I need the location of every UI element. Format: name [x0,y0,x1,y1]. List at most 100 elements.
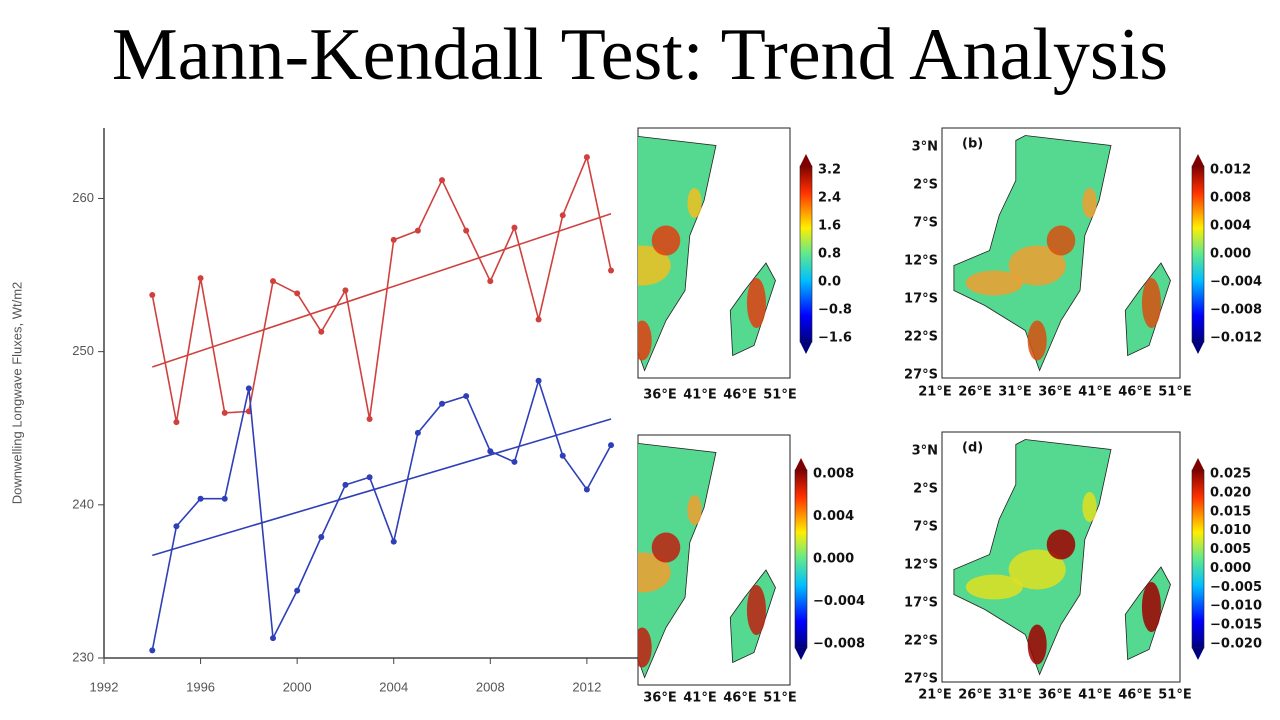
lon-tick: 46°E [723,691,756,706]
data-point [294,587,301,594]
colorbar-tick: 0.004 [1210,219,1251,234]
lon-tick: 36°E [1038,688,1071,703]
data-point [463,393,470,400]
colorbar-tick: 0.015 [1210,504,1251,519]
lat-tick: 27°S [904,368,938,383]
map-panels: 3.2 2.4 1.6 0.8 0.0 −0.8 −1.6 36°E 41°E 46°E 51°E 0… [637,127,1262,706]
colorbar-tick: 0.0 [818,275,841,290]
data-point [197,495,204,502]
data-point [439,177,446,184]
y-tick-label: 250 [72,343,94,358]
lat-tick: 17°S [904,596,938,611]
colorbar-cap [795,648,807,660]
lon-tick: 51°E [1158,688,1191,703]
lat-tick: 12°S [904,558,938,573]
colorbar-tick: 0.012 [1210,163,1251,178]
lon-tick: 26°E [958,385,991,400]
hotspot [687,495,702,525]
lon-tick: 31°E [998,385,1031,400]
colorbar-tick: −0.004 [1210,275,1262,290]
data-point [221,495,228,502]
colorbar-tick: 0.005 [1210,542,1251,557]
data-point [608,267,615,274]
hotspot [1008,549,1066,590]
data-point [366,474,373,481]
lon-tick: 21°E [918,385,951,400]
data-point [487,278,494,285]
data-point [511,224,518,231]
x-tick-label: 2012 [572,679,601,694]
hotspot [746,278,766,328]
colorbar-tick: −0.012 [1210,331,1262,346]
lon-tick: 51°E [1158,385,1191,400]
data-point [535,377,542,384]
colorbar-cap [795,458,807,470]
lat-tick: 7°S [913,520,938,535]
colorbar-tick: 0.008 [813,467,854,482]
map-body [953,439,1171,676]
colorbar [799,165,813,343]
data-point [487,448,494,455]
hotspot [1141,278,1161,328]
colorbar-tick: 0.000 [1210,561,1251,576]
lon-tick: 36°E [1038,385,1071,400]
y-tick-label: 260 [72,190,94,205]
data-point [318,533,325,540]
data-point [559,452,566,459]
data-point [583,486,590,493]
data-point [318,328,325,335]
data-point [197,275,204,282]
hotspot [1046,225,1076,256]
colorbar [1191,469,1205,649]
colorbar-tick: 0.004 [813,509,854,524]
hotspot [638,627,652,668]
hotspot [638,320,652,361]
colorbar-cap [1192,458,1204,470]
lon-tick: 41°E [683,388,716,403]
colorbar-cap [1192,648,1204,660]
data-point [294,290,301,297]
hotspot [1027,624,1047,665]
hotspot [1141,582,1161,632]
data-point [439,400,446,407]
colorbar-tick: −0.8 [818,303,852,318]
colorbar-tick: −0.004 [813,594,865,609]
data-point [414,227,421,234]
hotspot [1046,529,1076,560]
colorbar-tick: −1.6 [818,331,852,346]
colorbar-cap [1192,154,1204,166]
colorbar-cap [800,342,812,354]
lon-tick: 36°E [643,691,676,706]
data-point [342,287,349,294]
colorbar-tick: 1.6 [818,219,841,234]
lat-tick: 2°S [913,482,938,497]
data-point [583,154,590,161]
lon-tick: 36°E [643,388,676,403]
x-tick-label: 1996 [186,679,215,694]
hotspot [638,245,671,286]
lat-tick: 27°S [904,672,938,687]
lat-tick: 22°S [904,634,938,649]
lon-tick: 51°E [763,691,796,706]
lat-tick: 12°S [904,254,938,269]
lon-tick: 46°E [1118,688,1151,703]
y-tick-label: 230 [72,649,94,664]
hotspot [651,225,681,256]
hotspot [1082,188,1097,218]
colorbar-tick: 2.4 [818,191,841,206]
y-tick-label: 240 [72,496,94,511]
x-tick-label: 2008 [476,679,505,694]
map-body [953,135,1171,372]
colorbar-tick: −0.010 [1210,599,1262,614]
hotspot [638,552,671,593]
colorbar-tick: −0.008 [813,637,865,652]
lat-tick: 17°S [904,292,938,307]
data-point [149,291,156,298]
data-point [366,416,373,423]
colorbar-tick: 0.025 [1210,467,1251,482]
colorbar-tick: −0.015 [1210,618,1262,633]
lat-tick: 7°S [913,216,938,231]
colorbar-tick: 0.008 [1210,191,1251,206]
data-point [535,316,542,323]
